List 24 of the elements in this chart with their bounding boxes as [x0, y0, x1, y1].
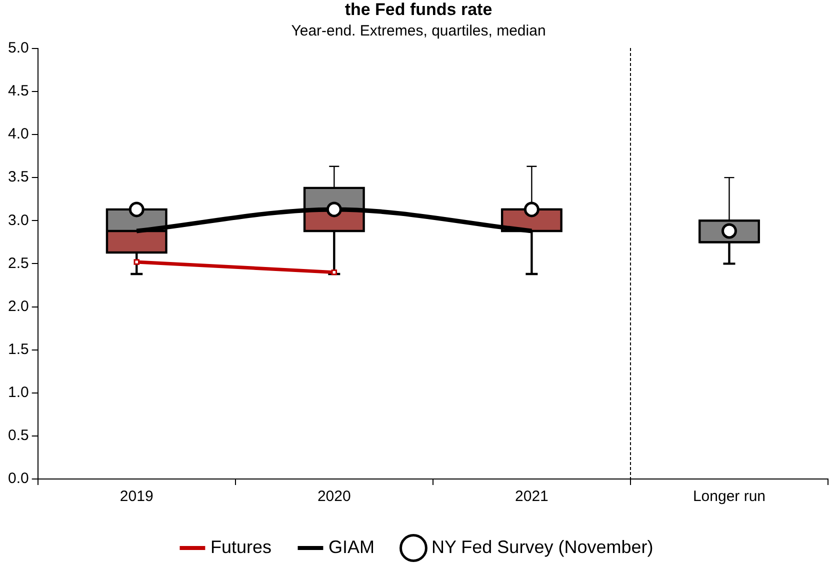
legend-label: GIAM — [328, 536, 374, 557]
y-tick-label: 1.0 — [8, 384, 29, 402]
y-tick-label: 0.0 — [8, 470, 29, 488]
chart-title: the Fed funds rate — [344, 0, 492, 19]
chart-subtitle: Year-end. Extremes, quartiles, median — [291, 22, 546, 40]
y-tick-label: 1.5 — [8, 340, 29, 358]
x-tick-label: Longer run — [692, 488, 766, 506]
y-tick-label: 3.5 — [8, 168, 29, 186]
point — [128, 202, 144, 218]
y-tick-label: 4.5 — [8, 82, 29, 100]
legend-label: NY Fed Survey (November) — [431, 536, 654, 557]
legend-label: Futures — [210, 536, 272, 557]
point — [331, 269, 338, 276]
y-tick-label: 0.5 — [8, 427, 29, 444]
point — [524, 202, 540, 218]
y-tick-label: 5.0 — [8, 40, 29, 57]
point — [134, 259, 140, 265]
x-tick-label: 2020 — [317, 488, 351, 506]
y-tick-label: 3.0 — [8, 212, 29, 229]
y-tick-label: 2.5 — [8, 254, 29, 272]
y-tick-label: 4.0 — [8, 126, 29, 143]
y-tick-label: 2.0 — [8, 298, 29, 315]
x-tick-label: 2021 — [515, 488, 548, 506]
x-tick-label: 2019 — [120, 488, 154, 506]
